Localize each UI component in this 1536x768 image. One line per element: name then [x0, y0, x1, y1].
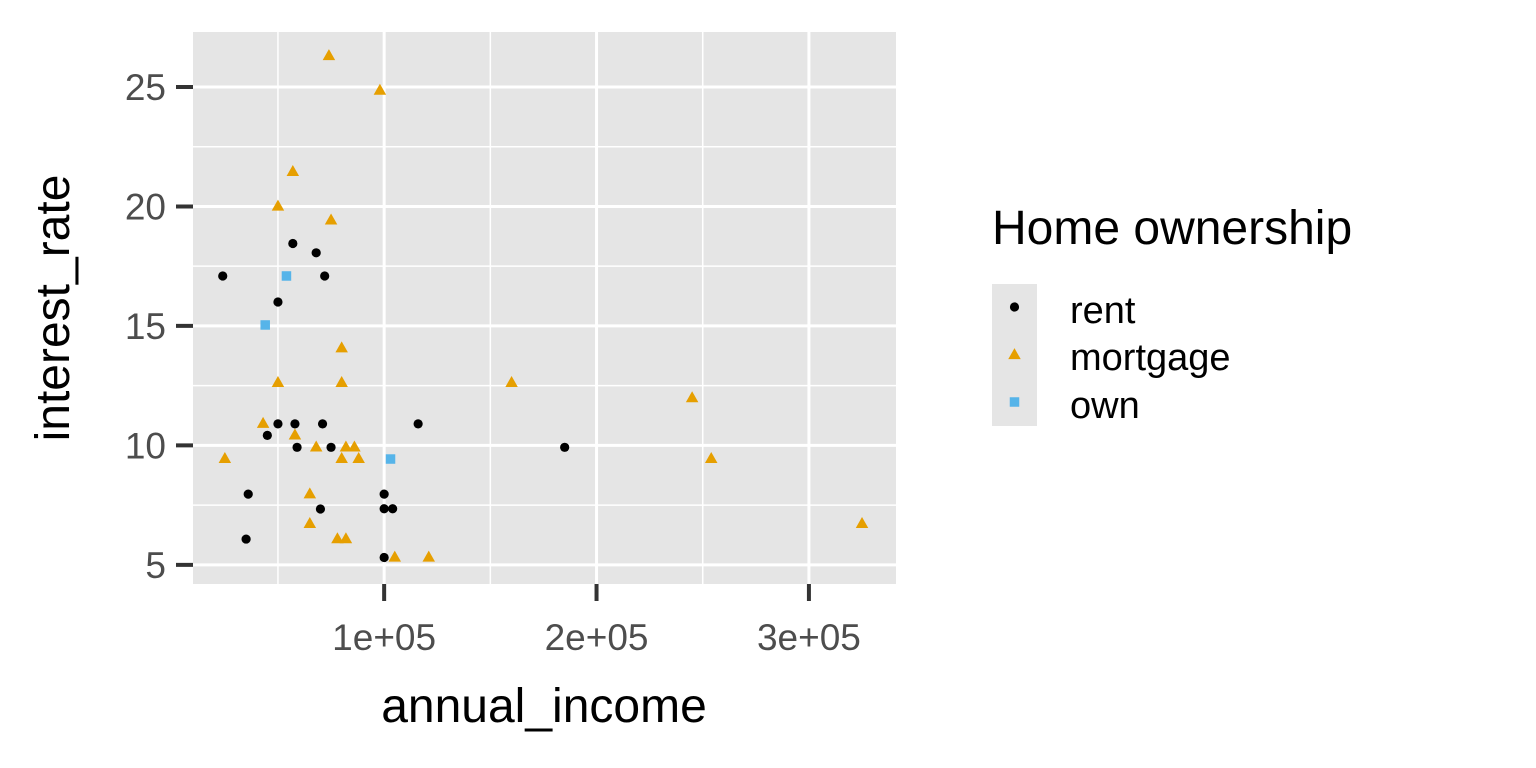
point-rent — [243, 489, 253, 499]
point-rent — [315, 504, 326, 514]
point-rent — [241, 534, 251, 544]
point-mortgage — [309, 440, 323, 452]
data-points — [218, 49, 869, 563]
point-rent — [290, 419, 300, 429]
y-tick-label: 5 — [145, 545, 166, 586]
point-mortgage — [335, 375, 348, 387]
point-mortgage — [348, 440, 361, 452]
legend-label-own: own — [1070, 385, 1140, 427]
legend-key-own — [1009, 397, 1020, 407]
point-own — [281, 271, 292, 281]
point-rent — [560, 442, 570, 452]
y-tick-label: 10 — [125, 425, 166, 466]
point-mortgage — [331, 532, 344, 544]
point-rent — [379, 489, 389, 499]
point-mortgage — [324, 213, 338, 225]
plot-panel — [193, 32, 896, 584]
point-mortgage — [286, 164, 300, 176]
legend: Home ownership rent mortgage own — [992, 202, 1352, 427]
point-mortgage — [505, 375, 518, 387]
point-mortgage — [322, 49, 336, 61]
point-mortgage — [422, 550, 435, 562]
point-rent — [326, 442, 336, 452]
point-mortgage — [685, 391, 699, 403]
point-rent — [388, 504, 398, 514]
point-mortgage — [303, 487, 317, 499]
point-rent — [273, 297, 283, 307]
point-mortgage — [288, 428, 302, 440]
point-mortgage — [339, 440, 353, 452]
point-mortgage — [373, 83, 387, 95]
point-mortgage — [388, 550, 402, 562]
point-rent — [218, 271, 228, 281]
point-mortgage — [303, 516, 317, 528]
y-tick-label: 15 — [125, 306, 166, 347]
legend-label-rent: rent — [1070, 290, 1136, 332]
minor-gridlines — [193, 32, 896, 584]
point-mortgage — [271, 199, 285, 211]
y-axis-title: interest_rate — [27, 175, 80, 442]
x-tick-label: 2e+05 — [545, 617, 649, 658]
point-rent — [262, 430, 272, 440]
legend-keys — [1008, 302, 1021, 407]
point-rent — [413, 419, 423, 429]
point-mortgage — [704, 451, 718, 463]
point-mortgage — [855, 516, 869, 528]
point-mortgage — [218, 451, 232, 463]
point-mortgage — [335, 341, 348, 353]
y-tick-label: 20 — [125, 186, 166, 227]
legend-key-mortgage — [1008, 348, 1021, 360]
point-mortgage — [352, 451, 365, 463]
point-rent — [273, 419, 283, 429]
point-mortgage — [271, 375, 285, 387]
point-rent — [292, 442, 302, 452]
legend-label-mortgage: mortgage — [1070, 337, 1231, 379]
point-rent — [379, 552, 389, 563]
point-rent — [311, 248, 321, 258]
point-rent — [320, 271, 330, 281]
major-gridlines — [193, 32, 896, 584]
x-tick-label: 1e+05 — [332, 617, 436, 658]
point-own — [385, 454, 396, 464]
point-mortgage — [256, 416, 270, 428]
x-axis: 1e+05 2e+05 3e+05 — [332, 584, 861, 658]
point-mortgage — [339, 532, 353, 544]
y-axis: 5 10 15 20 25 — [125, 67, 193, 586]
point-own — [260, 320, 270, 330]
point-rent — [288, 238, 298, 249]
x-axis-title: annual_income — [381, 680, 707, 733]
legend-key-rent — [1009, 302, 1020, 312]
point-mortgage — [335, 451, 348, 463]
point-rent — [379, 504, 389, 514]
point-rent — [317, 419, 328, 429]
y-tick-label: 25 — [125, 67, 166, 108]
legend-title: Home ownership — [992, 202, 1352, 255]
x-tick-label: 3e+05 — [757, 617, 861, 658]
